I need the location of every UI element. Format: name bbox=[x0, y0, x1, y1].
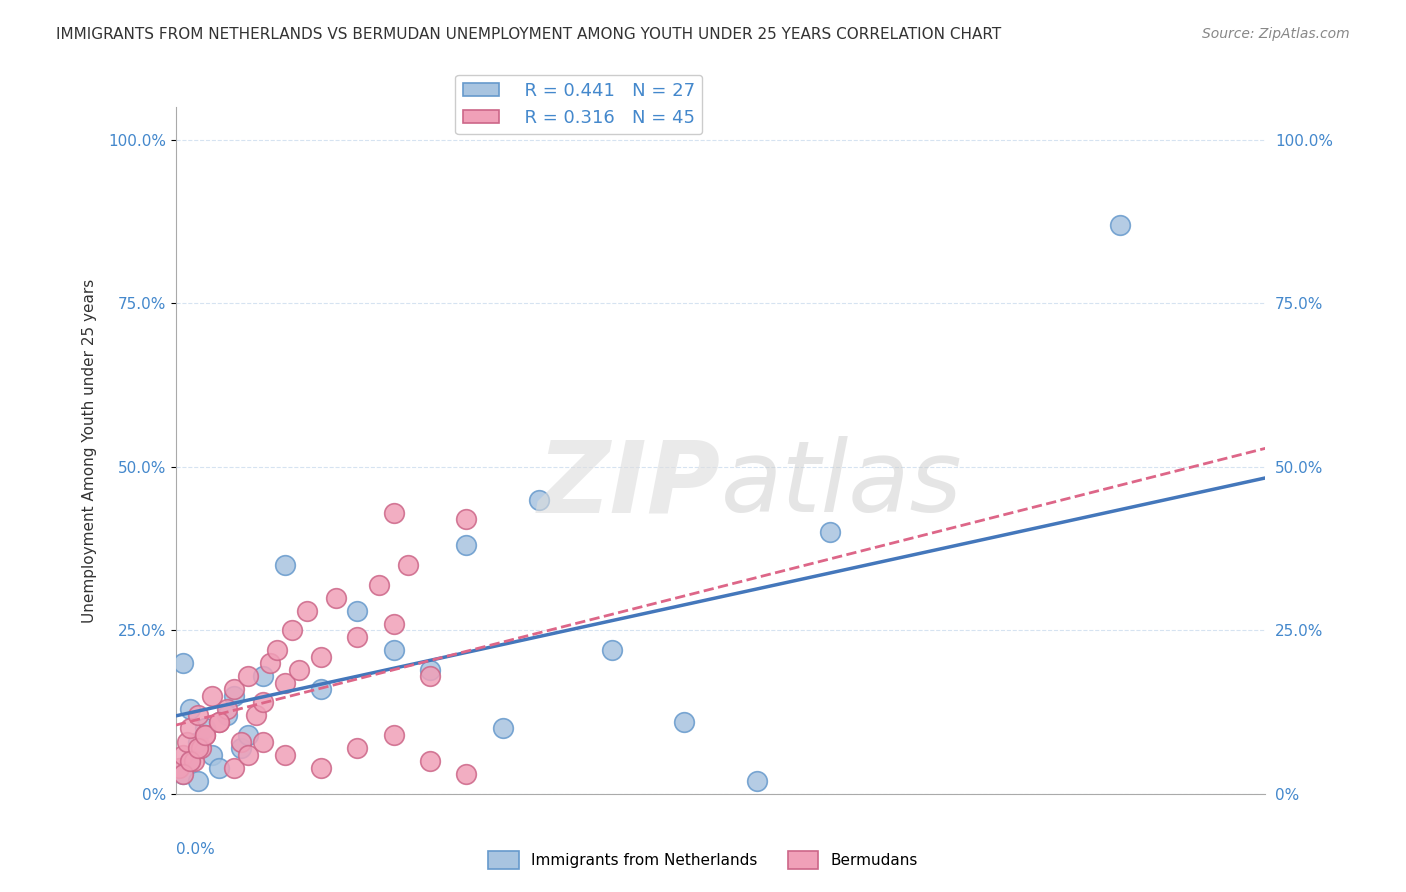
Point bbox=[222, 682, 245, 697]
Point bbox=[194, 728, 217, 742]
Point bbox=[231, 741, 253, 756]
Point bbox=[382, 643, 405, 657]
Point bbox=[172, 656, 194, 670]
Point bbox=[252, 734, 274, 748]
Point bbox=[238, 728, 260, 742]
Point bbox=[252, 695, 274, 709]
Point bbox=[201, 689, 224, 703]
Point bbox=[456, 538, 478, 552]
Point bbox=[245, 708, 267, 723]
Point bbox=[231, 734, 253, 748]
Legend: Immigrants from Netherlands, Bermudans: Immigrants from Netherlands, Bermudans bbox=[482, 845, 924, 875]
Point bbox=[208, 714, 231, 729]
Point bbox=[186, 708, 209, 723]
Text: Source: ZipAtlas.com: Source: ZipAtlas.com bbox=[1202, 27, 1350, 41]
Legend:   R = 0.441   N = 27,   R = 0.316   N = 45: R = 0.441 N = 27, R = 0.316 N = 45 bbox=[456, 75, 703, 135]
Point bbox=[222, 689, 245, 703]
Point bbox=[456, 767, 478, 781]
Point bbox=[252, 669, 274, 683]
Point bbox=[419, 754, 441, 768]
Point bbox=[274, 675, 297, 690]
Point bbox=[346, 630, 368, 644]
Point bbox=[186, 734, 209, 748]
Point bbox=[222, 761, 245, 775]
Point bbox=[274, 747, 297, 762]
Point bbox=[346, 604, 368, 618]
Point bbox=[288, 663, 311, 677]
Point bbox=[194, 722, 217, 736]
Point bbox=[419, 669, 441, 683]
Point bbox=[745, 773, 768, 788]
Point bbox=[673, 714, 696, 729]
Point bbox=[419, 663, 441, 677]
Point bbox=[309, 761, 332, 775]
Text: ZIP: ZIP bbox=[537, 436, 721, 533]
Point bbox=[176, 734, 198, 748]
Point bbox=[172, 747, 194, 762]
Point bbox=[169, 761, 191, 775]
Point bbox=[172, 767, 194, 781]
Point bbox=[179, 722, 201, 736]
Point bbox=[382, 506, 405, 520]
Point bbox=[274, 558, 297, 572]
Point bbox=[325, 591, 347, 605]
Point bbox=[396, 558, 419, 572]
Point bbox=[1109, 218, 1132, 232]
Point bbox=[527, 492, 550, 507]
Point bbox=[456, 512, 478, 526]
Point bbox=[186, 741, 209, 756]
Point bbox=[818, 525, 841, 540]
Point bbox=[295, 604, 318, 618]
Point bbox=[281, 624, 304, 638]
Point bbox=[309, 649, 332, 664]
Point bbox=[266, 643, 288, 657]
Point bbox=[208, 714, 231, 729]
Point bbox=[309, 682, 332, 697]
Point bbox=[194, 728, 217, 742]
Point bbox=[201, 747, 224, 762]
Point bbox=[215, 702, 238, 716]
Point bbox=[259, 656, 281, 670]
Point bbox=[208, 761, 231, 775]
Point bbox=[179, 754, 201, 768]
Point bbox=[179, 754, 201, 768]
Point bbox=[600, 643, 623, 657]
Point bbox=[186, 773, 209, 788]
Text: 0.0%: 0.0% bbox=[176, 842, 215, 857]
Point bbox=[382, 728, 405, 742]
Point bbox=[238, 747, 260, 762]
Point bbox=[190, 741, 212, 756]
Text: IMMIGRANTS FROM NETHERLANDS VS BERMUDAN UNEMPLOYMENT AMONG YOUTH UNDER 25 YEARS : IMMIGRANTS FROM NETHERLANDS VS BERMUDAN … bbox=[56, 27, 1001, 42]
Point bbox=[215, 708, 238, 723]
Point bbox=[346, 741, 368, 756]
Point bbox=[382, 616, 405, 631]
Point bbox=[179, 702, 201, 716]
Y-axis label: Unemployment Among Youth under 25 years: Unemployment Among Youth under 25 years bbox=[82, 278, 97, 623]
Text: atlas: atlas bbox=[721, 436, 962, 533]
Point bbox=[183, 754, 205, 768]
Point bbox=[172, 767, 194, 781]
Point bbox=[238, 669, 260, 683]
Point bbox=[492, 722, 515, 736]
Point bbox=[368, 577, 391, 591]
